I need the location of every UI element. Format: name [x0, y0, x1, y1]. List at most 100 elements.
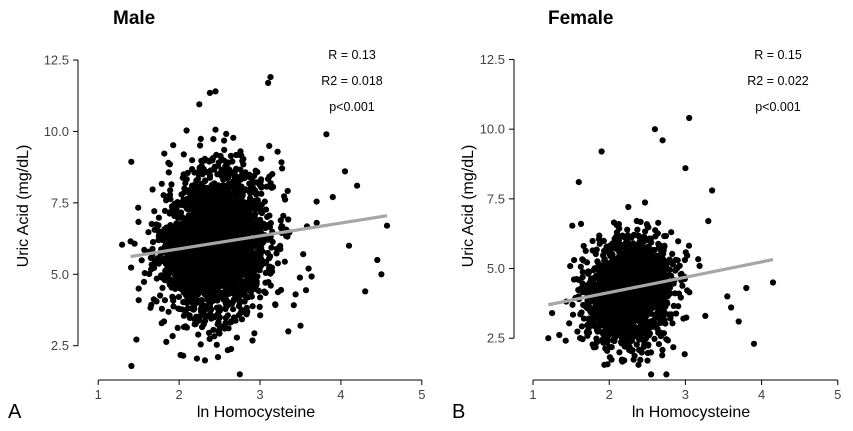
scatter-point	[244, 259, 251, 266]
scatter-point	[224, 182, 231, 189]
scatter-point	[257, 312, 264, 319]
x-tick-label: 3	[682, 387, 689, 402]
scatter-point	[170, 295, 177, 302]
scatter-point	[608, 314, 615, 321]
scatter-point	[593, 327, 601, 334]
scatter-point	[614, 291, 621, 299]
y-axis-title: Uric Acid (mg/dL)	[15, 145, 32, 268]
scatter-point	[230, 197, 237, 205]
scatter-point	[602, 247, 609, 254]
y-tick-label: 2.5	[487, 331, 505, 346]
scatter-point	[141, 246, 148, 253]
scatter-point	[604, 361, 611, 368]
scatter-point	[285, 328, 292, 335]
scatter-point	[566, 320, 573, 327]
scatter-point	[147, 254, 154, 261]
scatter-point	[119, 241, 126, 248]
scatter-point	[305, 265, 312, 272]
scatter-point	[128, 158, 135, 165]
scatter-point	[200, 282, 207, 289]
scatter-point	[163, 243, 170, 250]
scatter-point	[647, 349, 655, 356]
scatter-point	[224, 195, 231, 203]
scatter-point	[323, 131, 330, 138]
scatter-point	[600, 296, 607, 303]
scatter-point	[176, 214, 183, 221]
scatter-point	[660, 250, 667, 257]
scatter-point	[218, 229, 225, 237]
scatter-point	[225, 325, 232, 332]
scatter-point	[214, 354, 222, 361]
scatter-point	[163, 224, 170, 231]
scatter-point	[200, 257, 207, 264]
scatter-point	[256, 267, 263, 274]
scatter-point	[158, 305, 165, 312]
scatter-point	[258, 202, 265, 209]
x-axis-title: ln Homocysteine	[632, 404, 750, 421]
scatter-point	[273, 250, 280, 257]
x-tick-label: 5	[418, 387, 425, 402]
scatter-point	[268, 268, 276, 275]
scatter-point	[135, 297, 142, 304]
scatter-point	[643, 262, 650, 269]
scatter-point	[602, 336, 609, 343]
scatter-point	[233, 151, 240, 159]
scatter-point	[241, 240, 248, 248]
scatter-point	[633, 341, 640, 348]
scatter-point	[194, 262, 201, 269]
y-tick-label: 5.0	[487, 261, 505, 276]
scatter-point	[140, 278, 148, 285]
scatter-point	[184, 258, 191, 265]
scatter-point	[645, 224, 652, 231]
scatter-point	[247, 246, 254, 253]
y-tick-label: 7.5	[487, 191, 505, 206]
scatter-point	[601, 257, 608, 264]
scatter-point	[155, 214, 162, 221]
scatter-point	[657, 294, 664, 301]
scatter-point	[652, 311, 660, 318]
scatter-point	[249, 220, 256, 227]
scatter-point	[211, 292, 218, 299]
scatter-point	[601, 311, 608, 318]
scatter-point	[207, 167, 214, 174]
scatter-point	[239, 278, 246, 286]
scatter-point	[222, 278, 229, 285]
scatter-point	[669, 250, 676, 257]
scatter-point	[228, 345, 235, 353]
panel-title: Male	[113, 8, 155, 29]
scatter-point	[584, 297, 591, 304]
scatter-point	[661, 233, 668, 240]
scatter-point	[579, 274, 586, 281]
scatter-point	[679, 282, 686, 289]
scatter-point	[378, 271, 385, 278]
scatter-point	[176, 264, 183, 271]
scatter-point	[237, 249, 244, 256]
scatter-point	[189, 157, 196, 164]
scatter-point	[169, 333, 176, 340]
scatter-point	[161, 150, 168, 157]
scatter-point	[211, 180, 218, 187]
scatter-point	[222, 260, 229, 267]
scatter-point	[183, 279, 191, 286]
scatter-point	[257, 207, 265, 214]
scatter-point	[171, 212, 178, 219]
scatter-point	[180, 352, 187, 359]
scatter-point	[308, 273, 315, 280]
scatter-point	[580, 315, 588, 322]
scatter-point	[300, 251, 307, 258]
scatter-point	[685, 242, 693, 249]
scatter-point	[230, 306, 237, 313]
scatter-point	[615, 331, 622, 339]
scatter-point	[251, 187, 258, 194]
scatter-point	[652, 263, 659, 270]
x-tick-label: 1	[529, 387, 536, 402]
scatter-point	[259, 248, 266, 255]
scatter-point	[183, 176, 190, 183]
scatter-point	[161, 297, 168, 304]
scatter-point	[195, 331, 202, 338]
scatter-point	[201, 313, 209, 320]
scatter-point	[669, 261, 677, 268]
scatter-point	[265, 79, 272, 86]
scatter-point	[231, 249, 238, 257]
scatter-point	[628, 280, 635, 287]
